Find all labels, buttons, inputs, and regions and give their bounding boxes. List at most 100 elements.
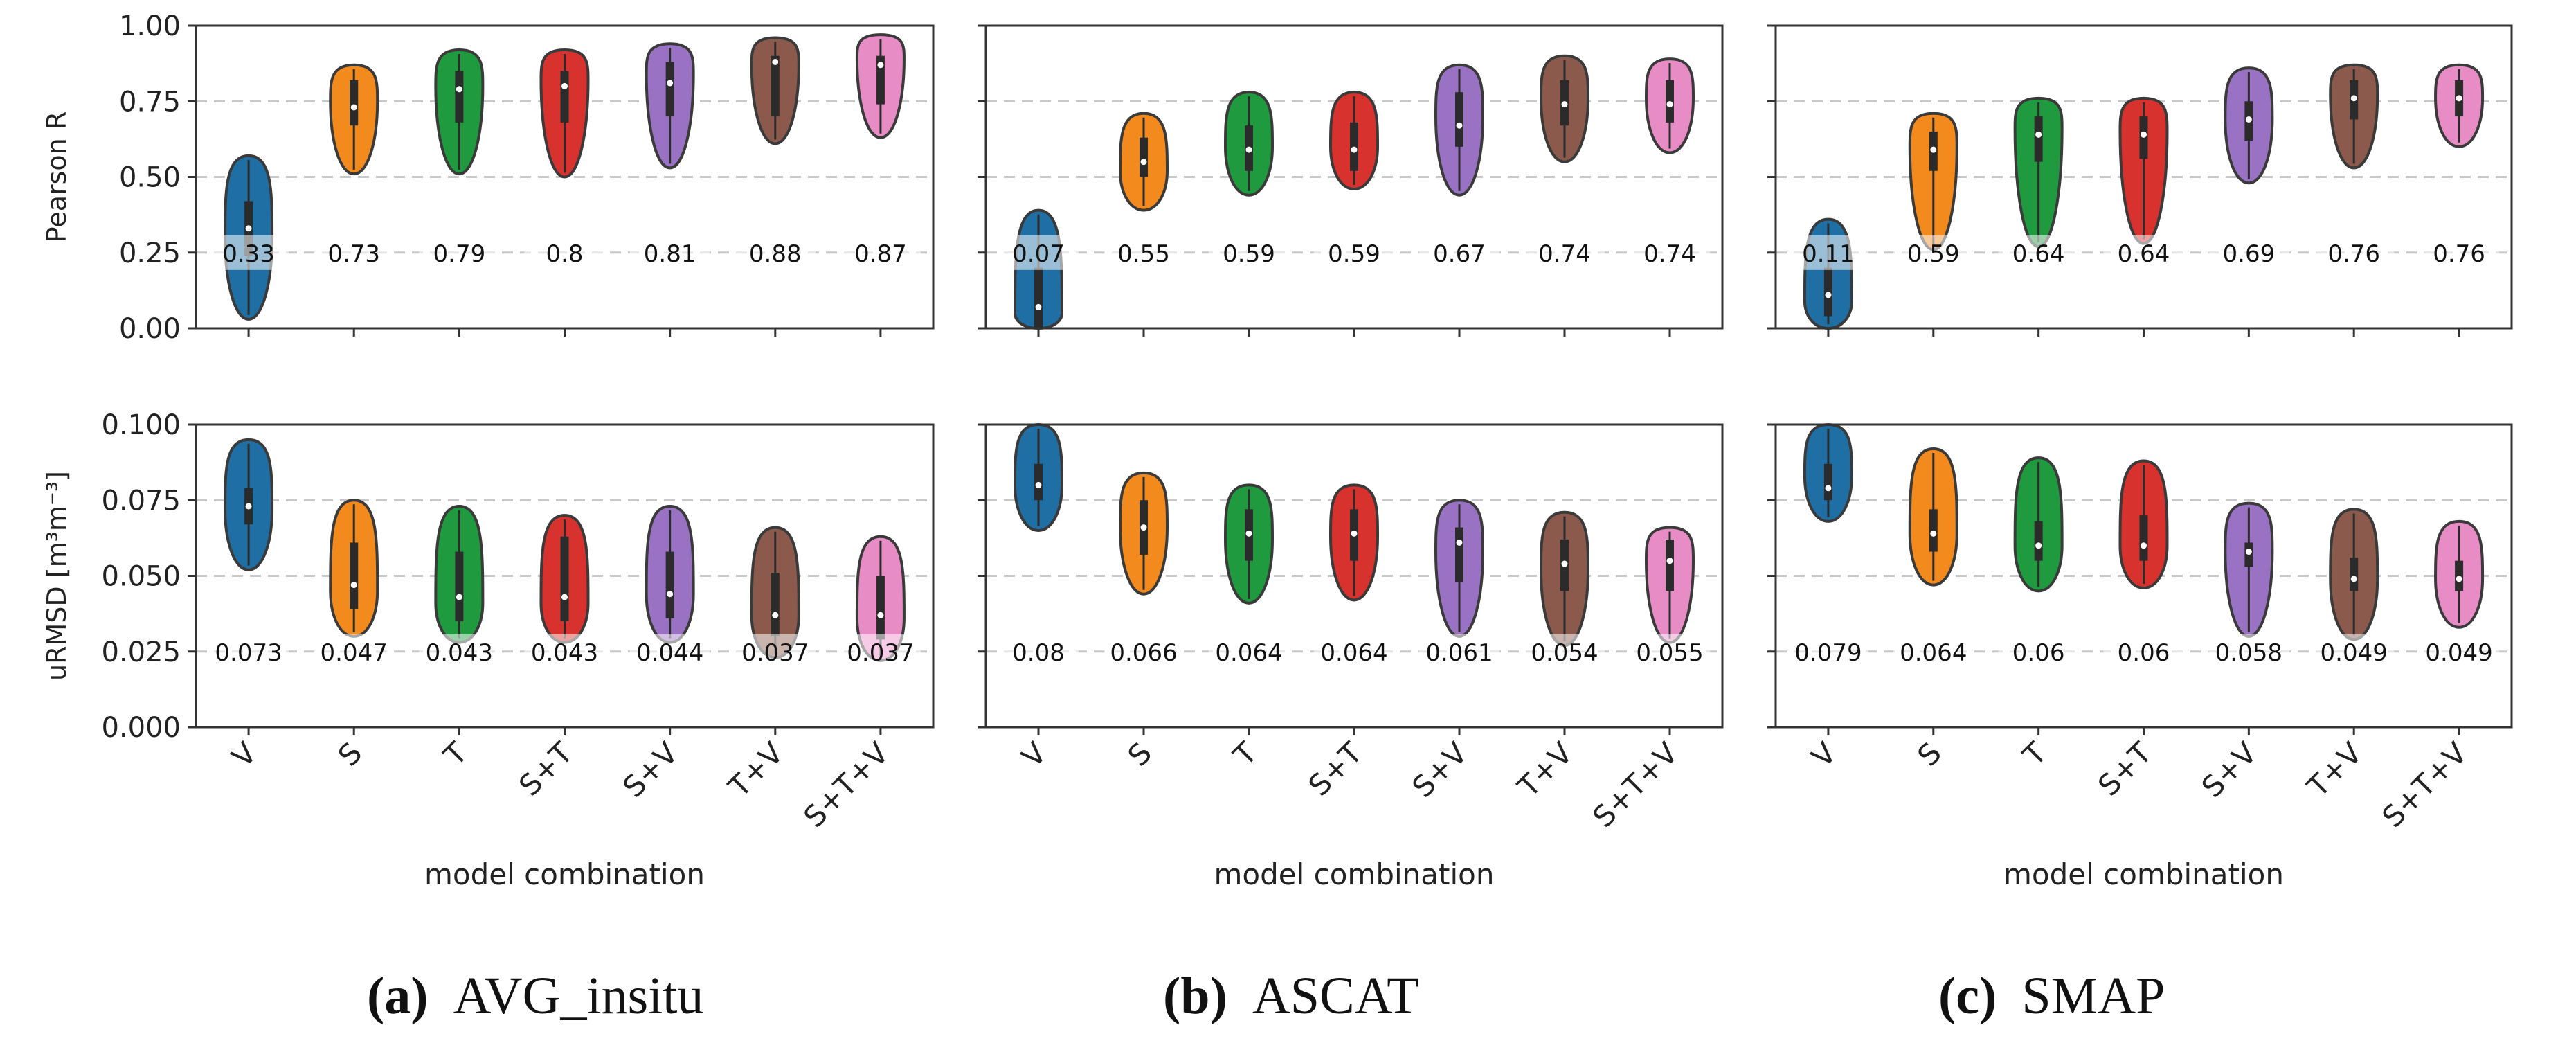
violin-median-dot — [1930, 530, 1937, 537]
value-label-S: 0.73 — [327, 240, 380, 268]
value-label-bg — [629, 235, 710, 270]
value-label-T+V: 0.74 — [1538, 240, 1591, 268]
caption-c: (c) SMAP — [1938, 966, 2165, 1042]
violin-median-dot — [1035, 481, 1042, 488]
panel-b-urmsd: 0.08 0.066 0.064 0.064 0.061 0.054 0.055 V S T S+T… — [978, 422, 1724, 891]
violin-iqr-box — [2034, 116, 2043, 162]
violin-median-dot — [772, 58, 779, 65]
violin-iqr-box — [665, 62, 674, 117]
violin-median-dot — [1456, 122, 1463, 129]
value-label-bg — [840, 235, 921, 270]
value-label-T: 0.064 — [1215, 639, 1282, 667]
value-label-bg — [524, 235, 605, 270]
violin-median-dot — [2245, 549, 2252, 555]
violin-iqr-box — [560, 536, 569, 622]
violin-median-dot — [1666, 558, 1673, 564]
x-tick-label-S+T+V: S+T+V — [1586, 735, 1684, 834]
value-label-bg — [1314, 634, 1394, 669]
value-label-T: 0.59 — [1223, 240, 1275, 268]
value-label-S+T: 0.043 — [531, 639, 598, 667]
x-tick-label-S+T: S+T — [512, 735, 579, 803]
violin-iqr-box — [1666, 540, 1674, 591]
value-label-T+V: 0.049 — [2321, 639, 2388, 667]
violin-iqr-box — [771, 573, 780, 636]
value-label-T+V: 0.054 — [1531, 639, 1598, 667]
value-label-bg — [1893, 634, 1974, 669]
value-label-bg — [840, 634, 921, 669]
violin-median-dot — [1245, 530, 1252, 537]
value-label-bg — [629, 634, 710, 669]
value-label-S+V: 0.061 — [1425, 639, 1493, 667]
value-label-bg — [208, 235, 289, 270]
violin-median-dot — [1561, 101, 1568, 108]
value-label-bg — [1209, 235, 1289, 270]
panel-c-urmsd: 0.079 0.064 0.06 0.06 0.058 0.049 0.049 V S T S+T S… — [1767, 422, 2513, 891]
value-label-S+V: 0.69 — [2223, 240, 2276, 268]
value-label-bg — [2419, 634, 2500, 669]
value-label-V: 0.33 — [222, 240, 275, 268]
violin-median-dot — [2245, 116, 2252, 123]
value-label-bg — [1419, 634, 1499, 669]
value-label-bg — [2419, 235, 2500, 270]
violin-median-dot — [561, 82, 568, 89]
value-label-bg — [1419, 235, 1499, 270]
y-tick-label: 0.100 — [101, 409, 181, 441]
value-label-V: 0.08 — [1012, 639, 1065, 667]
violin-median-dot — [1825, 292, 1832, 298]
violin-median-dot — [2350, 576, 2357, 582]
caption-c-text: SMAP — [2021, 967, 2165, 1025]
x-tick-label-S+V: S+V — [1405, 735, 1474, 804]
value-label-bg — [1104, 634, 1184, 669]
caption-a-text: AVG_insitu — [453, 967, 704, 1025]
panel-b-pearson: 0.07 0.55 0.59 0.59 0.67 0.74 0.74 — [978, 24, 1724, 337]
violin-median-dot — [1825, 485, 1832, 492]
value-label-bg — [314, 235, 395, 270]
value-label-S: 0.047 — [321, 639, 388, 667]
violin-iqr-box — [876, 55, 885, 105]
y-axis-label: uRMSD [m³m⁻³] — [42, 471, 72, 681]
x-tick-label-S: S — [1122, 735, 1159, 773]
value-label-bg — [2314, 235, 2395, 270]
x-axis-label: model combination — [2003, 857, 2284, 891]
violin-median-dot — [1140, 159, 1147, 166]
violin-iqr-box — [2139, 515, 2148, 561]
y-tick-label: 0.025 — [101, 636, 181, 668]
violin-median-dot — [2456, 576, 2462, 582]
violin-median-dot — [1666, 101, 1673, 108]
value-label-bg — [1630, 235, 1710, 270]
value-label-S+T: 0.8 — [546, 240, 583, 268]
value-label-S+T+V: 0.87 — [854, 240, 907, 268]
value-label-bg — [998, 235, 1079, 270]
value-label-bg — [1209, 634, 1289, 669]
violin-iqr-box — [1455, 92, 1463, 147]
violin-iqr-box — [1140, 137, 1148, 177]
value-label-bg — [2103, 235, 2184, 270]
violin-median-dot — [1035, 303, 1042, 310]
violin-iqr-box — [1455, 527, 1463, 582]
value-label-bg — [1524, 634, 1605, 669]
violin-median-dot — [667, 591, 674, 598]
caption-b-text: ASCAT — [1252, 967, 1419, 1025]
value-label-S: 0.064 — [1900, 639, 1967, 667]
y-tick-label: 0.050 — [101, 561, 181, 593]
value-label-bg — [735, 235, 816, 270]
value-label-bg — [2103, 634, 2184, 669]
x-tick-label-T+V: T+V — [2300, 735, 2369, 804]
value-label-S+T: 0.064 — [1320, 639, 1387, 667]
value-label-bg — [998, 634, 1079, 669]
x-tick-label-S+T: S+T — [1302, 735, 1369, 803]
x-tick-label-S: S — [332, 735, 369, 773]
value-label-S+T: 0.06 — [2118, 639, 2170, 667]
value-label-S+T+V: 0.76 — [2433, 240, 2485, 268]
violin-iqr-box — [455, 71, 464, 123]
value-label-T+V: 0.037 — [741, 639, 809, 667]
panel-a-pearson: 0.33 0.73 0.79 0.8 0.81 0.88 0.87 0.00 0.25 0.50 0… — [42, 10, 935, 345]
violin-median-dot — [1456, 539, 1463, 546]
value-label-S+T+V: 0.049 — [2425, 639, 2492, 667]
caption-a: (a) AVG_insitu — [367, 966, 703, 1042]
value-label-T+V: 0.88 — [749, 240, 802, 268]
value-label-T: 0.043 — [426, 639, 493, 667]
y-tick-label: 0.75 — [119, 86, 181, 118]
value-label-S: 0.066 — [1110, 639, 1177, 667]
violin-median-dot — [877, 62, 884, 69]
